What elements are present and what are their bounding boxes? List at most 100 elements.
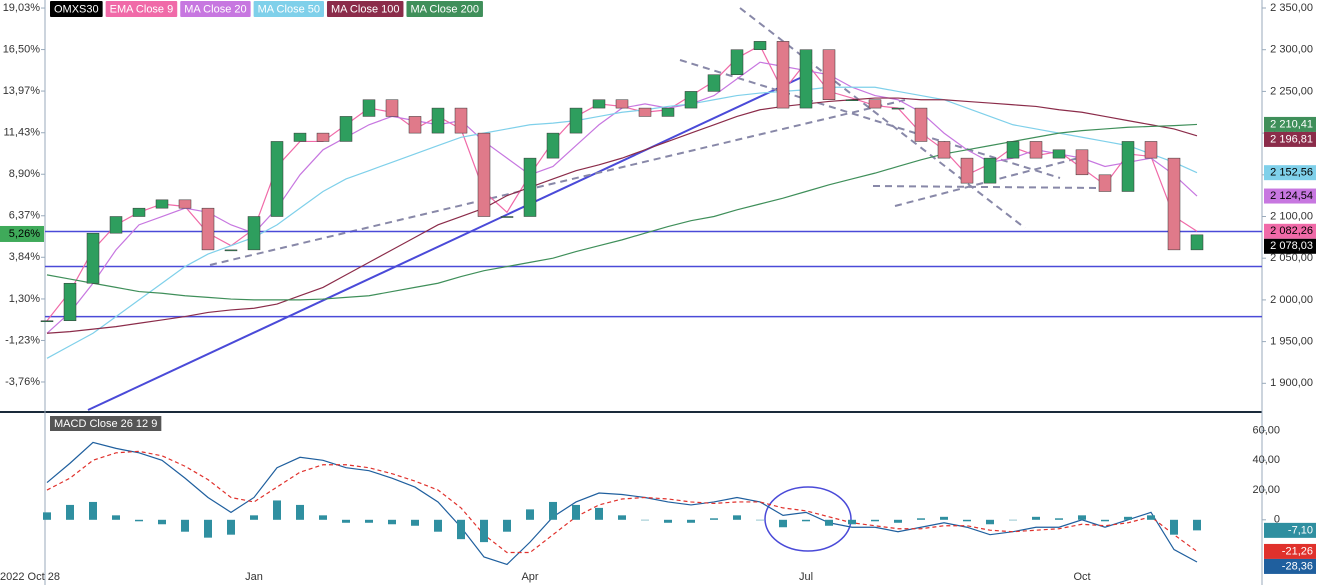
last-value-box — [1264, 165, 1316, 181]
trend-line — [872, 185, 1101, 189]
candle — [684, 91, 698, 109]
trend-line — [679, 59, 1061, 179]
candle — [477, 132, 491, 217]
current-pct-box — [0, 225, 44, 242]
legend-label: MA Close 100 — [331, 3, 399, 15]
candle — [63, 282, 77, 322]
histogram-bar — [457, 519, 465, 540]
legend-item: MA Close 50 — [253, 1, 324, 17]
last-value-label: -28,36 — [1282, 560, 1313, 572]
legend-label: MA Close 50 — [258, 3, 320, 15]
candle — [914, 107, 928, 142]
histogram-bar — [273, 500, 281, 520]
histogram-bar — [549, 501, 557, 520]
candle — [960, 157, 974, 184]
histogram-bar — [89, 501, 97, 520]
y-tick-label: 0 — [1274, 514, 1280, 526]
candle — [109, 216, 123, 234]
legend-swatch — [253, 1, 324, 17]
histogram-bar — [66, 504, 74, 520]
last-value-label: 2 196,81 — [1270, 133, 1313, 145]
legend-item: MA Close 20 — [180, 1, 251, 17]
legend-label: MA Close 200 — [410, 3, 478, 15]
last-value-box — [1264, 223, 1316, 239]
ma-line — [46, 123, 1198, 301]
candle — [1029, 141, 1043, 159]
y2-tick-label: -1,23% — [5, 334, 40, 346]
histogram-bar — [1193, 519, 1201, 531]
histogram-bar — [641, 519, 649, 521]
last-value-box — [1264, 116, 1316, 132]
legend-item: MA Close 200 — [406, 1, 483, 17]
histogram-bar — [1078, 515, 1086, 520]
candle — [1190, 234, 1204, 251]
y2-tick-label: 8,90% — [9, 168, 40, 180]
legend-item: EMA Close 9 — [105, 1, 178, 17]
candle — [799, 49, 813, 109]
histogram-bar — [871, 519, 879, 522]
ma-line — [46, 86, 1198, 359]
y-tick-label: 1 900,00 — [1270, 377, 1313, 389]
y-tick-label: 40,00 — [1252, 454, 1280, 466]
candle — [707, 74, 721, 92]
candle — [1052, 149, 1066, 159]
candle — [1098, 174, 1112, 192]
y-tick-label: 1 950,00 — [1270, 336, 1313, 348]
histogram-bar — [296, 504, 304, 520]
candle — [1144, 141, 1158, 159]
candle — [339, 116, 353, 142]
histogram-bar — [342, 519, 350, 523]
legend-label: MA Close 20 — [184, 3, 246, 15]
legend-swatch — [50, 1, 103, 17]
histogram-bar — [756, 519, 764, 521]
histogram-bar — [135, 519, 143, 522]
candle — [615, 99, 629, 109]
highlight-ellipse — [764, 486, 852, 552]
last-value-label: 2 152,56 — [1270, 167, 1313, 179]
histogram-bar — [250, 515, 258, 520]
candle — [983, 157, 997, 184]
candle — [40, 320, 54, 323]
y-tick-label: 2 050,00 — [1270, 252, 1313, 264]
candle — [891, 107, 905, 110]
candle — [454, 107, 468, 134]
histogram-bar — [365, 519, 373, 523]
candle — [546, 132, 560, 159]
histogram-bar — [618, 515, 626, 520]
histogram-bar — [1124, 516, 1132, 520]
x-tick-label: Jan — [245, 571, 263, 583]
histogram-bar — [227, 519, 235, 535]
histogram-bar — [112, 515, 120, 520]
last-value-label: 2 124,54 — [1270, 190, 1313, 202]
candle — [86, 232, 100, 284]
candle — [868, 99, 882, 109]
histogram-bar — [1009, 519, 1017, 521]
candle — [1167, 157, 1181, 251]
candle — [661, 107, 675, 117]
candle — [201, 207, 215, 251]
legend-label: OMXS30 — [54, 3, 99, 15]
panel-legend-bg — [50, 416, 162, 431]
last-value-label: -7,10 — [1288, 524, 1313, 536]
candle — [316, 132, 330, 142]
trend-line — [87, 77, 801, 411]
histogram-bar — [434, 519, 442, 532]
candle — [385, 99, 399, 117]
histogram-bar — [664, 519, 672, 523]
candle — [592, 99, 606, 109]
histogram-bar — [411, 519, 419, 526]
histogram-bar — [733, 515, 741, 520]
y2-tick-label: 6,37% — [9, 210, 40, 222]
x-tick-label: Jul — [799, 571, 813, 583]
y2-tick-label: 11,43% — [4, 127, 41, 139]
x-tick-label: 2022 Oct 28 — [0, 571, 60, 583]
histogram-bar — [158, 519, 166, 525]
candle — [937, 141, 951, 159]
candle — [247, 216, 261, 251]
y-tick-label: 2 000,00 — [1270, 294, 1313, 306]
y2-tick-label: 19,03% — [3, 2, 41, 14]
ma-line — [46, 97, 1198, 334]
candle — [132, 207, 146, 217]
y-tick-label: 20,00 — [1252, 484, 1280, 496]
